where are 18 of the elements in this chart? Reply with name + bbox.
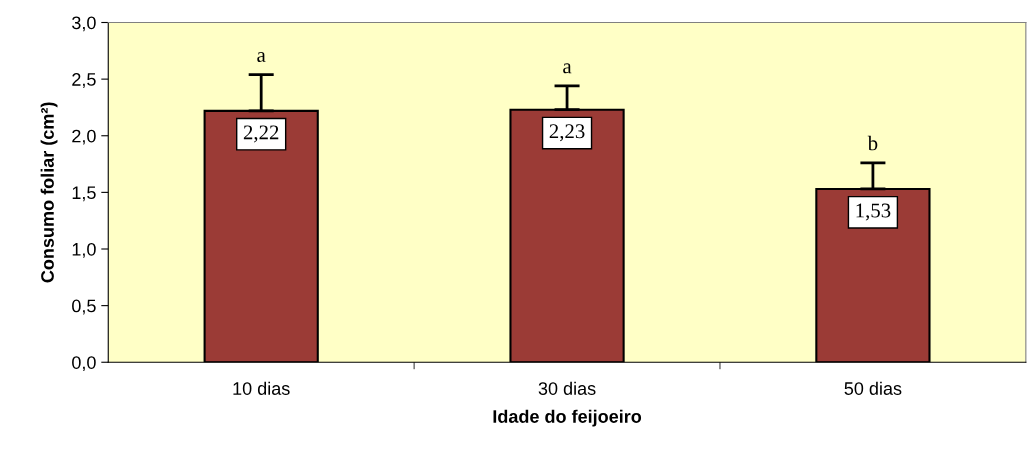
data-label: 2,23 bbox=[549, 124, 585, 142]
y-tick-label: 2,5 bbox=[72, 73, 96, 88]
y-tick-label: 0,0 bbox=[72, 356, 96, 372]
y-tick-label: 1,0 bbox=[72, 242, 96, 258]
x-tick-label: 10 dias bbox=[233, 381, 290, 395]
annotation: b bbox=[867, 135, 878, 151]
x-axis-title: Idade do feijoeiro bbox=[493, 409, 642, 427]
y-tick-label: 0,5 bbox=[72, 299, 96, 315]
y-tick-label: 3,0 bbox=[72, 16, 96, 32]
annotation: a bbox=[257, 52, 266, 63]
data-label: 1,53 bbox=[856, 203, 891, 221]
x-tick-label: 50 dias bbox=[844, 381, 902, 395]
data-label: 2,22 bbox=[243, 125, 279, 143]
x-tick-label: 30 dias bbox=[538, 381, 596, 395]
y-tick-label: 2,0 bbox=[72, 129, 96, 145]
annotation: a bbox=[563, 63, 572, 74]
y-tick-label: 1,5 bbox=[72, 186, 96, 202]
y-axis-title: Consumo foliar (cm²) bbox=[40, 102, 58, 283]
